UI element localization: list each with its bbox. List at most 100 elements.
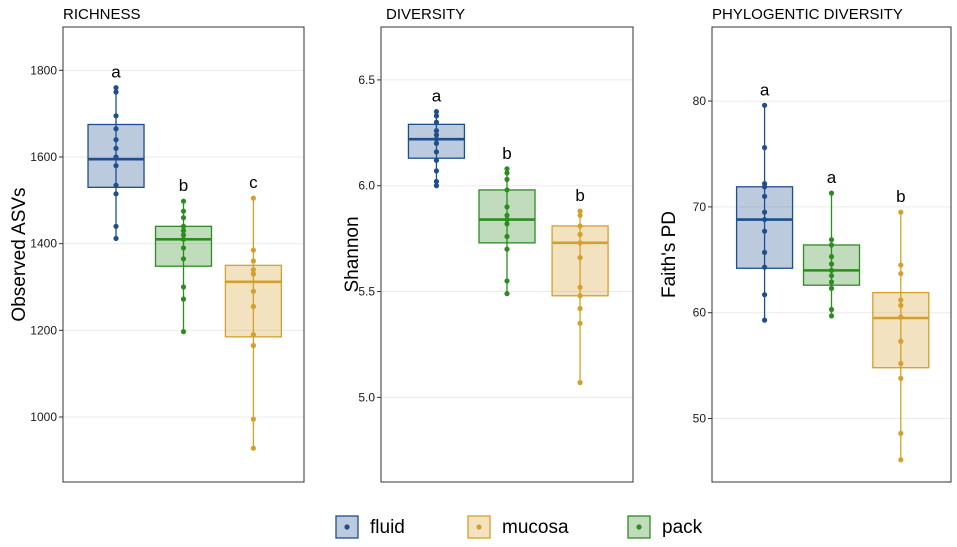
box-mucosa: b bbox=[551, 186, 609, 386]
data-point bbox=[828, 261, 835, 267]
significance-letter: a bbox=[760, 80, 770, 99]
data-point bbox=[504, 187, 510, 193]
data-point bbox=[180, 236, 187, 242]
box-pack: a bbox=[802, 168, 861, 319]
data-point bbox=[250, 342, 256, 349]
data-point bbox=[504, 212, 510, 218]
data-point bbox=[761, 317, 768, 323]
y-tick-label: 1400 bbox=[30, 237, 57, 251]
data-point bbox=[504, 233, 510, 240]
legend-item-fluid: fluid bbox=[335, 515, 405, 539]
box-fluid: a bbox=[735, 80, 794, 323]
data-point bbox=[828, 273, 835, 279]
data-point bbox=[504, 291, 510, 297]
data-point bbox=[433, 149, 440, 155]
data-point bbox=[828, 237, 835, 243]
panel-phylogentic-diversity: PHYLOGENTIC DIVERSITY 50 60 70 80 Faith's PD a… bbox=[659, 6, 952, 483]
y-axis-label: Shannon bbox=[342, 216, 363, 292]
data-point bbox=[250, 271, 256, 277]
legend-item-mucosa: mucosa bbox=[467, 515, 569, 539]
legend-label: mucosa bbox=[502, 517, 569, 538]
panel-title: PHYLOGENTIC DIVERSITY bbox=[712, 6, 903, 23]
panel-title: RICHNESS bbox=[63, 6, 141, 23]
data-point bbox=[250, 247, 256, 253]
data-point bbox=[577, 305, 583, 312]
data-point bbox=[504, 221, 510, 227]
data-point bbox=[898, 338, 904, 344]
data-point bbox=[577, 212, 583, 218]
data-point bbox=[898, 375, 904, 381]
data-point bbox=[761, 264, 768, 270]
box-iqr bbox=[735, 186, 794, 269]
panel-diversity: DIVERSITY 5.0 5.5 6.0 6.5 Shannon a b b bbox=[342, 6, 634, 483]
data-point bbox=[898, 457, 904, 463]
y-tick-label: 1800 bbox=[30, 63, 57, 77]
data-point bbox=[898, 270, 904, 277]
data-point bbox=[577, 379, 583, 386]
data-point bbox=[180, 296, 187, 302]
box-pack: b bbox=[154, 176, 213, 335]
data-point bbox=[180, 215, 187, 221]
data-point bbox=[577, 293, 583, 299]
data-point bbox=[898, 262, 904, 268]
data-point bbox=[250, 303, 256, 310]
significance-letter: b bbox=[896, 187, 905, 206]
data-point bbox=[504, 278, 510, 284]
data-point bbox=[250, 445, 256, 451]
data-point bbox=[180, 198, 187, 204]
data-point bbox=[250, 258, 256, 264]
data-point bbox=[180, 256, 187, 262]
data-point bbox=[577, 208, 583, 214]
data-point bbox=[180, 208, 187, 214]
data-point bbox=[250, 288, 256, 294]
data-point bbox=[113, 235, 119, 242]
data-point bbox=[828, 285, 835, 291]
y-tick-label: 1600 bbox=[30, 150, 57, 164]
data-point bbox=[898, 314, 904, 320]
box-fluid: a bbox=[407, 87, 466, 189]
data-point bbox=[761, 181, 768, 187]
data-point bbox=[113, 145, 119, 151]
legend-dot bbox=[476, 524, 482, 530]
data-point bbox=[898, 302, 904, 308]
data-point bbox=[898, 297, 904, 303]
significance-letter: a bbox=[111, 63, 121, 82]
y-axis-label: Faith's PD bbox=[659, 211, 680, 298]
y-tick-label: 6.5 bbox=[358, 73, 375, 87]
data-point bbox=[113, 182, 119, 188]
y-axis-label: Observed ASVs bbox=[9, 187, 30, 321]
data-point bbox=[113, 85, 119, 91]
data-point bbox=[433, 168, 440, 174]
data-point bbox=[433, 178, 440, 185]
data-point bbox=[433, 113, 440, 119]
data-point bbox=[761, 249, 768, 255]
data-point bbox=[828, 279, 835, 285]
data-point bbox=[761, 209, 768, 215]
data-point bbox=[761, 145, 768, 151]
significance-letter: b bbox=[575, 186, 584, 205]
data-point bbox=[433, 109, 440, 115]
data-point bbox=[761, 292, 768, 298]
data-point bbox=[828, 242, 835, 248]
significance-letter: c bbox=[249, 173, 258, 192]
data-point bbox=[433, 128, 440, 134]
data-point bbox=[504, 166, 510, 172]
data-point bbox=[113, 223, 119, 229]
data-point bbox=[577, 255, 583, 261]
data-point bbox=[180, 223, 187, 229]
y-tick-label: 70 bbox=[693, 200, 707, 214]
panel-title: DIVERSITY bbox=[386, 6, 465, 23]
legend-dot bbox=[344, 524, 350, 530]
data-point bbox=[761, 216, 768, 223]
y-tick-label: 5.5 bbox=[358, 285, 375, 299]
data-point bbox=[828, 190, 835, 196]
data-point bbox=[250, 267, 256, 273]
data-point bbox=[433, 132, 440, 138]
data-point bbox=[828, 313, 835, 319]
data-point bbox=[180, 329, 187, 335]
y-tick-label: 60 bbox=[693, 306, 707, 320]
data-point bbox=[113, 154, 119, 160]
y-tick-label: 80 bbox=[693, 94, 707, 108]
y-tick-label: 1200 bbox=[30, 323, 57, 337]
